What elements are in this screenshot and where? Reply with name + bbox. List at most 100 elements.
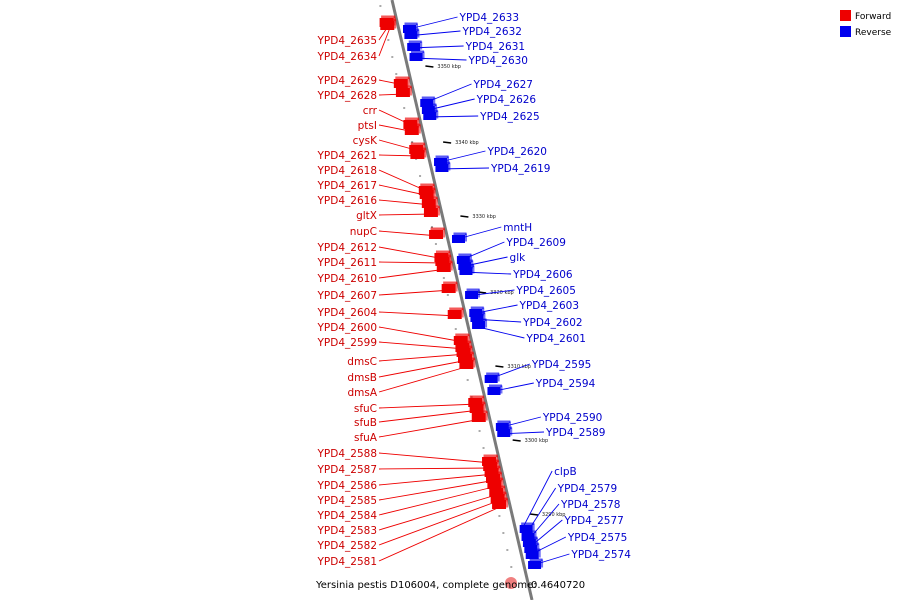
forward-gene-label[interactable]: YPD4_2582 [317, 540, 377, 552]
reverse-gene-feature [484, 372, 500, 383]
forward-gene-label[interactable]: dmsA [347, 387, 377, 399]
reverse-gene-label[interactable]: YPD4_2602 [522, 317, 582, 329]
forward-gene-label[interactable]: dmsB [347, 372, 377, 384]
reverse-gene-leader [404, 16, 458, 31]
forward-gene-label[interactable]: YPD4_2634 [317, 51, 378, 63]
reverse-gene-label[interactable]: YPD4_2633 [459, 12, 519, 24]
forward-gene-label[interactable]: YPD4_2586 [317, 480, 378, 492]
forward-gene-label[interactable]: gltX [356, 210, 377, 222]
scale-tick-mark [529, 513, 539, 516]
scale-tick-label: 3320 kbp [490, 290, 514, 296]
reverse-gene-label[interactable]: glk [510, 252, 527, 264]
reverse-gene-label[interactable]: YPD4_2625 [479, 111, 539, 123]
forward-gene-label[interactable]: YPD4_2584 [317, 510, 378, 522]
forward-gene-label[interactable]: YPD4_2600 [317, 322, 377, 334]
forward-gene-label[interactable]: ptsI [358, 120, 377, 132]
reverse-gene-label[interactable]: YPD4_2626 [476, 94, 537, 106]
forward-gene-leader [378, 473, 495, 486]
reverse-gene-label[interactable]: YPD4_2632 [461, 26, 521, 38]
forward-gene-label[interactable]: YPD4_2629 [317, 75, 377, 87]
reverse-gene-label[interactable]: YPD4_2574 [570, 549, 631, 561]
reverse-gene-label[interactable]: YPD4_2630 [468, 55, 528, 67]
forward-gene-label[interactable]: YPD4_2621 [317, 150, 377, 162]
forward-gene-label[interactable]: dmsC [347, 356, 377, 368]
forward-gene-leader [378, 499, 501, 546]
label-leaders [378, 16, 570, 567]
position-marker [505, 577, 517, 589]
reverse-gene-label[interactable]: YPD4_2577 [563, 515, 623, 527]
forward-gene-label[interactable]: YPD4_2618 [317, 165, 377, 177]
forward-gene-label[interactable]: cysK [353, 135, 378, 147]
reverse-gene-label[interactable]: YPD4_2579 [557, 483, 617, 495]
forward-gene-leader [378, 268, 447, 279]
forward-gene-label[interactable]: YPD4_2610 [317, 273, 377, 285]
reverse-gene-leader [499, 431, 545, 435]
forward-gene-label[interactable]: sfuA [354, 432, 378, 444]
reverse-gene-leader [497, 416, 541, 429]
reverse-gene-leader [460, 256, 508, 268]
forward-gene-label[interactable]: YPD4_2611 [317, 257, 377, 269]
forward-gene-label[interactable]: YPD4_2617 [317, 180, 377, 192]
reverse-gene-leader [435, 150, 486, 164]
reverse-gene-leader [529, 553, 570, 567]
forward-gene-feature [429, 227, 446, 239]
reverse-gene-leader [489, 382, 534, 393]
forward-gene-feature [410, 147, 427, 159]
reverse-gene-label[interactable]: mntH [503, 222, 532, 234]
forward-gene-leader [378, 505, 503, 562]
forward-gene-label[interactable]: crr [363, 105, 378, 117]
forward-gene-feature [469, 401, 486, 413]
reverse-gene-label[interactable]: YPD4_2631 [465, 41, 525, 53]
forward-gene-label[interactable]: YPD4_2635 [317, 35, 377, 47]
reverse-gene-label[interactable]: YPD4_2606 [512, 269, 573, 281]
reverse-gene-label[interactable]: YPD4_2575 [567, 532, 627, 544]
reverse-gene-label[interactable]: YPD4_2609 [505, 237, 565, 249]
reverse-gene-leader [411, 57, 467, 61]
reverse-gene-leader [409, 45, 464, 49]
reverse-gene-label[interactable]: YPD4_2603 [519, 300, 579, 312]
forward-gene-leader [378, 359, 469, 378]
reverse-gene-feature [407, 40, 423, 51]
forward-gene-label[interactable]: YPD4_2581 [317, 556, 377, 568]
reverse-gene-label[interactable]: YPD4_2589 [545, 427, 605, 439]
reverse-gene-label[interactable]: YPD4_2578 [560, 499, 620, 511]
forward-gene-label[interactable]: YPD4_2587 [317, 464, 377, 476]
caption-value: 0.4640720 [531, 580, 585, 591]
forward-gene-label[interactable]: YPD4_2616 [317, 195, 378, 207]
reverse-gene-label[interactable]: clpB [554, 466, 577, 478]
reverse-gene-label[interactable]: YPD4_2619 [490, 163, 550, 175]
forward-gene-feature [421, 196, 438, 208]
forward-gene-label[interactable]: YPD4_2585 [317, 495, 377, 507]
reverse-gene-leader [406, 30, 461, 37]
reverse-gene-label[interactable]: YPD4_2627 [473, 79, 533, 91]
forward-gene-label[interactable]: nupC [350, 226, 377, 238]
scale-tick-mark [512, 439, 521, 442]
reverse-gene-label[interactable]: YPD4_2594 [535, 378, 596, 390]
reverse-gene-feature [423, 109, 439, 120]
forward-gene-label[interactable]: YPD4_2583 [317, 525, 377, 537]
reverse-gene-label[interactable]: YPD4_2605 [515, 285, 575, 297]
forward-gene-label[interactable]: YPD4_2628 [317, 90, 377, 102]
reverse-gene-label[interactable]: YPD4_2595 [531, 359, 591, 371]
scale-tick-label: 3290 kbp [542, 512, 566, 518]
forward-gene-leader [378, 23, 390, 41]
forward-gene-label[interactable]: YPD4_2599 [317, 337, 377, 349]
reverse-gene-label[interactable]: YPD4_2601 [525, 333, 585, 345]
reverse-gene-feature [452, 232, 467, 243]
reverse-gene-label[interactable]: YPD4_2620 [486, 146, 546, 158]
forward-gene-feature [404, 123, 421, 135]
forward-gene-label[interactable]: YPD4_2604 [317, 307, 378, 319]
forward-gene-label[interactable]: YPD4_2588 [317, 448, 377, 460]
reverse-gene-leader [472, 318, 522, 323]
forward-gene-label[interactable]: sfuC [354, 403, 377, 415]
reverse-gene-label[interactable]: YPD4_2590 [542, 412, 602, 424]
reverse-gene-leader [423, 98, 475, 112]
forward-gene-feature [423, 205, 440, 217]
forward-gene-label[interactable]: YPD4_2607 [317, 290, 377, 302]
reverse-gene-leader [521, 470, 553, 531]
forward-gene-label[interactable]: YPD4_2612 [317, 242, 377, 254]
reverse-gene-feature [525, 548, 541, 559]
legend: Forward Reverse [840, 10, 892, 38]
forward-gene-label[interactable]: sfuB [354, 417, 377, 429]
